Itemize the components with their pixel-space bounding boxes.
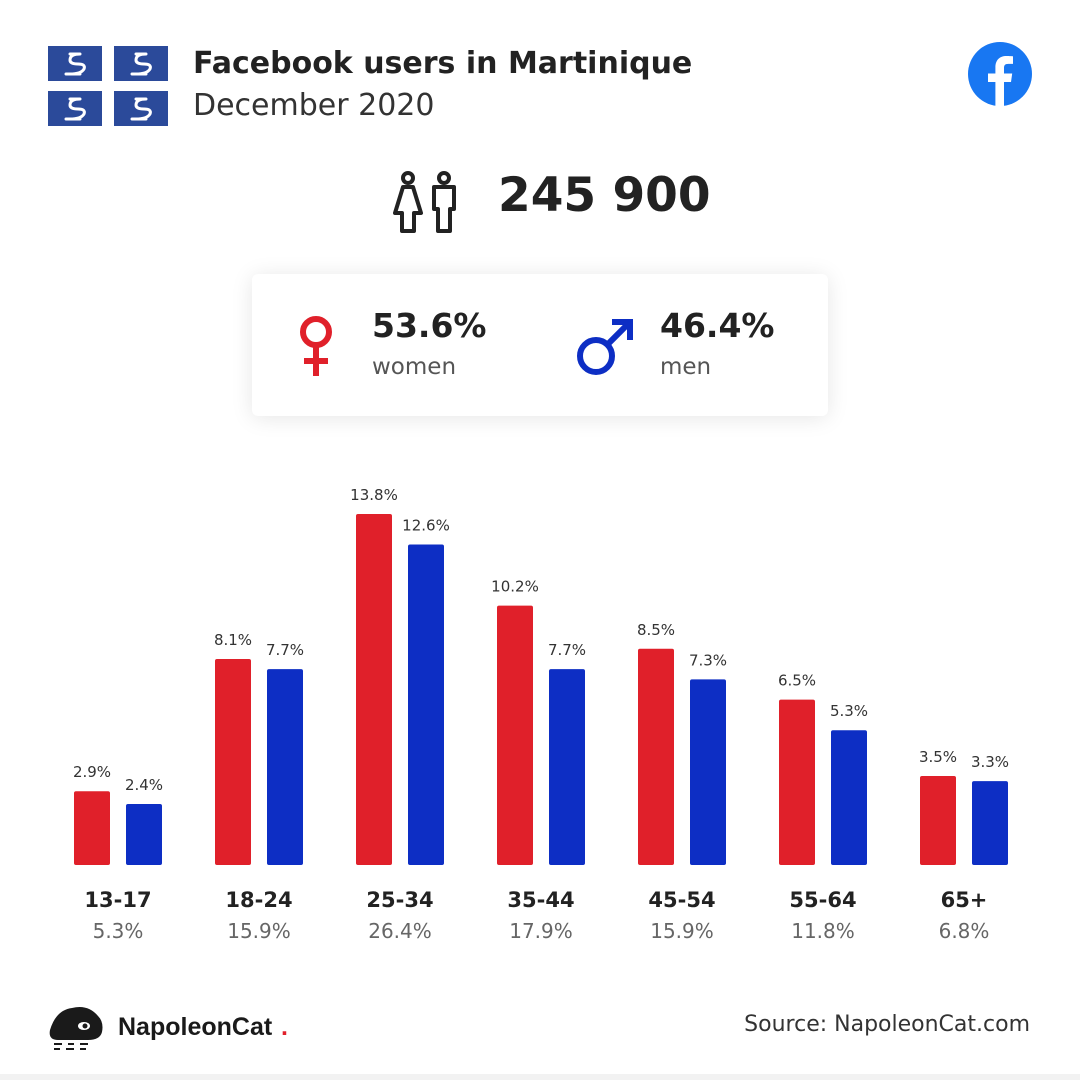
data-label: 6.5% — [778, 672, 816, 690]
bar-men-35-44 — [549, 669, 585, 865]
category-label: 35-44 — [507, 888, 574, 912]
brand-name: NapoleonCat — [118, 1013, 273, 1041]
category-label: 65+ — [941, 888, 988, 912]
bar-women-65+ — [920, 775, 956, 865]
data-label: 8.1% — [214, 631, 252, 649]
gender-card — [252, 274, 828, 416]
brand-dot: . — [281, 1013, 288, 1041]
category-total: 15.9% — [650, 919, 714, 943]
male-symbol-icon — [577, 319, 633, 375]
page-subtitle: December 2020 — [193, 88, 435, 123]
data-label: 3.3% — [971, 753, 1009, 771]
data-label: 2.9% — [73, 763, 111, 781]
category-total: 5.3% — [93, 919, 144, 943]
age-distribution-chart: 2.9% 2.4% 13-17 5.3% 8.1% 7.7% 18-24 15.9% 13.8%… — [73, 486, 1009, 943]
category-label: 13-17 — [84, 888, 151, 912]
data-label: 3.5% — [919, 748, 957, 766]
bar-women-13-17 — [74, 791, 110, 865]
bar-men-65+ — [972, 781, 1008, 865]
category-total: 6.8% — [939, 919, 990, 943]
data-label: 10.2% — [491, 578, 539, 596]
category-total: 15.9% — [227, 919, 291, 943]
bar-men-13-17 — [126, 803, 162, 865]
category-label: 25-34 — [366, 888, 433, 912]
bar-women-45-54 — [638, 648, 674, 865]
data-label: 7.7% — [548, 641, 586, 659]
men-percent: 46.4% — [660, 306, 775, 345]
women-label: women — [372, 354, 457, 380]
bar-men-18-24 — [267, 669, 303, 865]
bar-men-55-64 — [831, 730, 867, 865]
bar-women-35-44 — [497, 605, 533, 865]
category-total: 17.9% — [509, 919, 573, 943]
people-icon — [393, 171, 456, 233]
bar-women-25-34 — [356, 514, 392, 865]
data-label: 7.7% — [266, 641, 304, 659]
martinique-flag-icon — [48, 46, 168, 126]
total-users: 245 900 — [498, 168, 711, 223]
data-label: 5.3% — [830, 702, 868, 720]
category-label: 55-64 — [789, 888, 856, 912]
facebook-icon — [968, 42, 1032, 106]
data-label: 7.3% — [689, 651, 727, 669]
category-total: 11.8% — [791, 919, 855, 943]
bar-women-55-64 — [779, 699, 815, 865]
women-percent: 53.6% — [372, 306, 487, 345]
bar-men-45-54 — [690, 679, 726, 865]
data-label: 2.4% — [125, 776, 163, 794]
data-label: 8.5% — [637, 621, 675, 639]
bar-women-18-24 — [215, 658, 251, 865]
category-total: 26.4% — [368, 919, 432, 943]
men-label: men — [660, 354, 712, 380]
source-note: Source: NapoleonCat.com — [744, 1012, 1030, 1037]
data-label: 13.8% — [350, 486, 398, 504]
category-label: 18-24 — [225, 888, 292, 912]
data-label: 12.6% — [402, 517, 450, 535]
bar-men-25-34 — [408, 544, 444, 865]
female-symbol-icon — [300, 316, 332, 376]
category-label: 45-54 — [648, 888, 715, 912]
page-title: Facebook users in Martinique — [193, 46, 693, 81]
bottom-strip — [0, 1074, 1080, 1080]
napoleoncat-logo-icon: NapoleonCat . — [49, 1007, 288, 1050]
